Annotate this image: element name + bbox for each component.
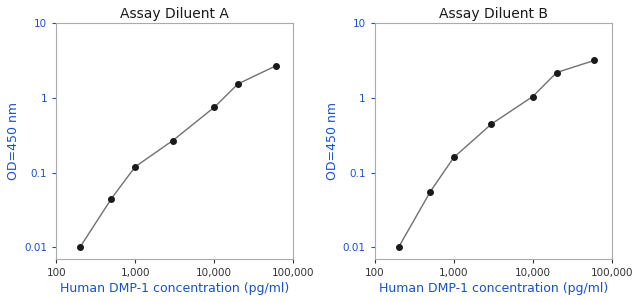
- Y-axis label: OD=450 nm: OD=450 nm: [7, 102, 20, 180]
- X-axis label: Human DMP-1 concentration (pg/ml): Human DMP-1 concentration (pg/ml): [379, 282, 608, 295]
- X-axis label: Human DMP-1 concentration (pg/ml): Human DMP-1 concentration (pg/ml): [60, 282, 289, 295]
- Y-axis label: OD=450 nm: OD=450 nm: [326, 102, 339, 180]
- Title: Assay Diluent B: Assay Diluent B: [439, 7, 548, 21]
- Title: Assay Diluent A: Assay Diluent A: [120, 7, 229, 21]
